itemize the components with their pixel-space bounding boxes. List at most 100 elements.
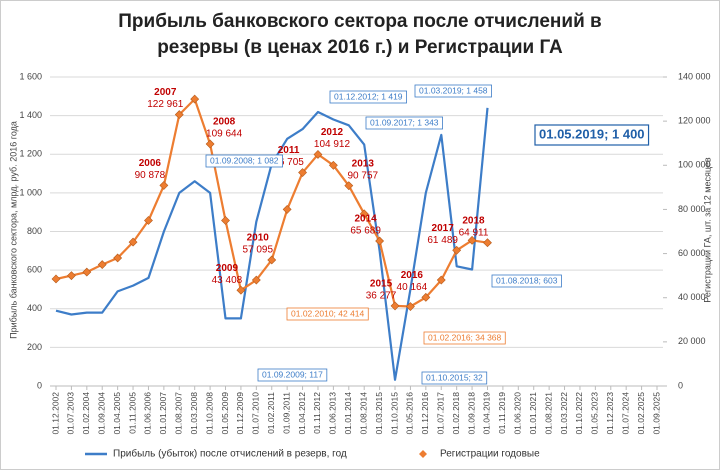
annotation: 01.09.2017; 1 343: [370, 117, 439, 127]
data-point: [113, 253, 123, 263]
x-tick-label: 01.09.2025: [651, 392, 661, 435]
y-tick-label: 200: [27, 342, 42, 352]
legend-label: Регистрации годовые: [440, 449, 540, 460]
annotation-box: [286, 307, 369, 321]
x-tick-label: 01.12.2002: [50, 392, 60, 435]
data-point: [390, 301, 400, 311]
annotation: 01.09.2008; 1 082: [210, 155, 279, 165]
y2-tick-label: 140 000: [678, 71, 711, 81]
point-label: 2011: [278, 145, 300, 156]
data-point: [66, 271, 76, 281]
data-point: [190, 94, 200, 104]
point-label: 2006: [139, 158, 162, 169]
annotation-box: [329, 90, 407, 104]
annotation-box: [491, 274, 562, 288]
value-label: 43 408: [212, 275, 243, 286]
data-point: [483, 238, 492, 248]
x-tick-label: 01.01.2007: [158, 392, 168, 435]
y-tick-label: 1 000: [19, 187, 42, 197]
x-tick-label: 01.05.2016: [405, 392, 415, 435]
annotation-box: [257, 368, 328, 382]
y-tick-label: 600: [27, 265, 42, 275]
x-tick-label: 01.02.2004: [81, 392, 91, 435]
y2-axis-label: Регистрации ГА, шт. за 12 месяцев: [702, 157, 712, 303]
annotation-box: [423, 331, 506, 345]
data-point: [144, 216, 153, 225]
y-tick-label: 0: [37, 380, 42, 390]
x-tick-label: 01.05.2009: [220, 392, 230, 435]
data-point: [467, 235, 477, 245]
data-point: [159, 180, 169, 190]
x-tick-label: 01.11.2012: [312, 392, 322, 434]
x-tick-label: 01.06.2020: [513, 392, 523, 435]
y2-tick-label: 80 000: [678, 204, 706, 214]
x-tick-label: 01.09.2004: [96, 392, 106, 435]
legend-swatch: [419, 450, 427, 458]
x-tick-label: 01.10.2008: [204, 392, 214, 435]
value-label: 122 961: [147, 99, 184, 110]
x-tick-label: 01.01.2021: [528, 392, 538, 435]
point-label: 2012: [321, 127, 344, 138]
point-label: 2014: [354, 214, 377, 225]
annotation-box: [365, 116, 443, 130]
y2-tick-label: 120 000: [678, 116, 711, 126]
x-tick-label: 01.12.2016: [420, 392, 430, 435]
value-label: 90 757: [347, 170, 378, 181]
data-point: [298, 168, 307, 177]
x-tick-label: 01.03.2022: [559, 392, 569, 435]
annotation-box: [205, 154, 283, 168]
annotation: 01.02.2016; 34 368: [428, 332, 502, 342]
x-tick-label: 01.07.2010: [251, 392, 261, 435]
x-tick-label: 01.10.2022: [574, 392, 584, 435]
y-tick-label: 800: [27, 226, 42, 236]
value-label: 57 095: [242, 245, 273, 256]
legend-label: Прибыль (убыток) после отчислений в резе…: [113, 448, 347, 460]
point-label: 2010: [247, 233, 270, 244]
point-label: 2017: [432, 223, 455, 234]
x-tick-label: 01.07.2003: [66, 392, 76, 435]
x-tick-label: 01.03.2008: [189, 392, 199, 435]
value-label: 90 878: [135, 170, 166, 181]
annotation: 01.10.2015; 32: [426, 372, 483, 382]
data-point: [313, 150, 323, 159]
x-tick-label: 01.06.2013: [328, 392, 338, 435]
x-tick-label: 01.04.2012: [297, 392, 307, 435]
x-tick-label: 01.03.2015: [374, 392, 384, 435]
value-label: 104 912: [314, 139, 351, 150]
point-label: 2016: [401, 270, 424, 281]
point-label: 2007: [154, 87, 177, 98]
x-tick-label: 01.10.2015: [389, 392, 399, 435]
x-tick-label: 01.01.2014: [343, 392, 353, 435]
y-axis-label: Прибыль банковского сектора, млрд. руб. …: [8, 121, 18, 339]
x-tick-label: 01.09.2011: [281, 392, 291, 434]
chart-title: Прибыль банковского сектора после отчисл…: [118, 11, 601, 32]
annotation: 01.03.2019; 1 458: [419, 85, 488, 95]
data-point: [236, 285, 246, 295]
data-point: [128, 237, 138, 247]
y-tick-label: 400: [27, 303, 42, 313]
y2-tick-label: 0: [678, 380, 683, 390]
x-tick-label: 01.02.2018: [451, 392, 461, 435]
data-point: [251, 275, 261, 285]
annotation: 01.09.2009; 117: [262, 369, 323, 379]
y-tick-label: 1 600: [19, 71, 42, 81]
x-tick-label: 01.11.2019: [497, 392, 507, 434]
data-point: [221, 216, 230, 225]
data-point: [375, 236, 385, 246]
y2-tick-label: 100 000: [678, 160, 711, 170]
data-point: [82, 267, 92, 277]
value-label: 65 689: [350, 226, 381, 237]
data-point: [436, 275, 446, 285]
data-point: [406, 302, 415, 311]
value-label: 61 489: [427, 235, 458, 246]
data-point: [174, 110, 184, 120]
y2-tick-label: 40 000: [678, 292, 706, 302]
data-point: [344, 181, 354, 191]
annotation: 01.12.2012; 1 419: [334, 91, 403, 101]
x-tick-label: 01.02.2011: [266, 392, 276, 434]
x-tick-label: 01.08.2007: [174, 392, 184, 435]
data-point: [328, 160, 338, 170]
data-point: [421, 292, 431, 302]
